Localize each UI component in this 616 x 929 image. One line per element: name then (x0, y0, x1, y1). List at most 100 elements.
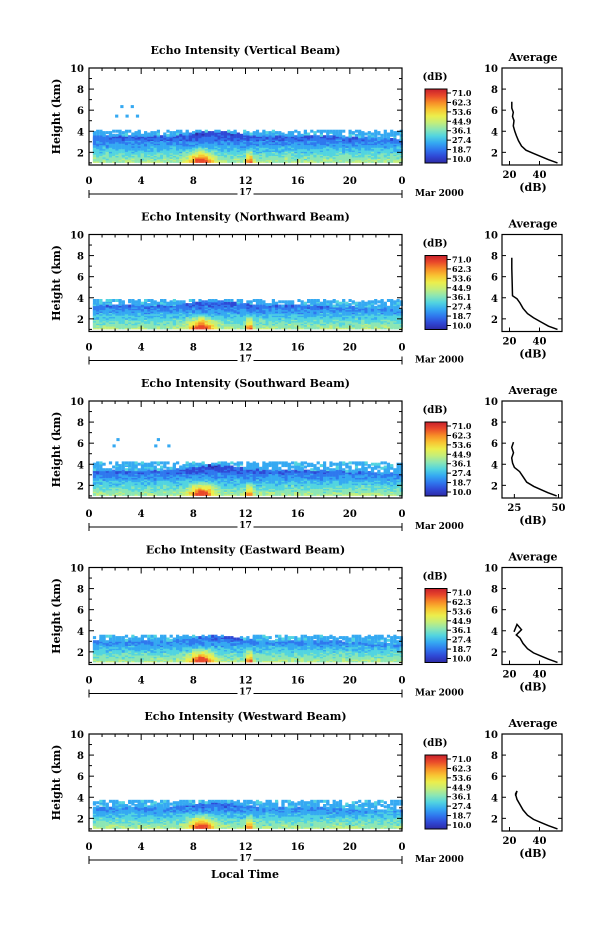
heatmap-cell (188, 303, 192, 307)
heatmap-cell (370, 132, 375, 136)
heatmap-cell (134, 131, 138, 135)
heatmap-cell (131, 299, 135, 302)
heatmap-cell (207, 299, 212, 302)
heatmap-cell (390, 132, 394, 136)
heatmap-cell (284, 300, 288, 304)
heatmap-cell (131, 465, 135, 469)
heatmap-cell (140, 468, 144, 472)
heatmap-cell (156, 461, 160, 465)
heatmap-cell (323, 299, 327, 302)
heatmap-cell (182, 132, 186, 136)
heatmap-cell (297, 131, 301, 135)
heatmap-cell (348, 303, 352, 307)
heatmap-cell (176, 304, 180, 308)
heatmap-cell (137, 468, 141, 472)
heatmap-cell (115, 133, 119, 137)
heatmap-cell (102, 301, 106, 305)
heatmap-cell (192, 299, 196, 302)
heatmap-cell (259, 299, 263, 302)
heatmap-cell (326, 135, 330, 139)
heatmap-cell (198, 299, 202, 302)
heatmap-cell (160, 465, 164, 469)
heatmap-cell (192, 131, 196, 135)
heatmap-cell (393, 131, 397, 135)
heatmap-cell (102, 131, 106, 135)
average-y-tick-label: 10 (484, 231, 498, 242)
heatmap-cell (166, 133, 170, 137)
heatmap-cell (198, 462, 202, 466)
heatmap-cell (124, 468, 129, 472)
heatmap-cell (367, 307, 371, 311)
heatmap-cell (313, 135, 317, 139)
heatmap-cell (278, 300, 282, 304)
heatmap-cell (396, 139, 400, 143)
heatmap-cell (227, 301, 231, 305)
heatmap-cell (223, 299, 228, 302)
heatmap-cell (380, 299, 384, 302)
heatmap-cell (319, 129, 323, 133)
heatmap-cell (310, 299, 314, 302)
heatmap-cell (281, 135, 285, 139)
heatmap-cell (128, 299, 132, 302)
heatmap-cell (156, 129, 160, 133)
heatmap-cell (386, 299, 391, 302)
heatmap-cell (179, 129, 183, 133)
average-y-tick-label: 2 (491, 148, 498, 159)
heatmap-cell (125, 114, 129, 118)
heatmap-cell (195, 462, 199, 466)
average-y-tick-label: 6 (491, 273, 498, 284)
panel-1: Echo Intensity (Vertical Beam)108642Heig… (50, 44, 563, 199)
heatmap-cell (351, 136, 355, 140)
x-axis-label: Local Time (211, 868, 279, 881)
heatmap-cell (323, 129, 327, 133)
heatmap-cell (118, 135, 122, 139)
heatmap-cell (144, 468, 148, 472)
heatmap-cell (243, 129, 247, 133)
average-y-tick-label: 10 (484, 64, 498, 75)
heatmap-cell (96, 299, 100, 302)
heatmap-cell (348, 133, 352, 137)
heatmap-cell (108, 461, 113, 465)
heatmap-cell (166, 469, 170, 473)
colorbar (424, 88, 448, 164)
heatmap-cell (150, 299, 154, 302)
heatmap-cell (268, 303, 272, 307)
heatmap-cell (303, 301, 307, 305)
heatmap-cell (380, 136, 384, 140)
heatmap-cell (390, 129, 394, 133)
heatmap-cell (243, 132, 247, 136)
heatmap-cell (297, 299, 301, 302)
heatmap-cell (134, 303, 138, 307)
heatmap-cell (342, 303, 346, 307)
heatmap-cell (377, 300, 381, 304)
date-day-label: 17 (239, 188, 252, 198)
x-tick-label: 0 (86, 176, 93, 187)
heatmap-cell (121, 461, 125, 465)
colorbar-tick-label: 18.7 (452, 311, 471, 321)
heatmap-cell (281, 304, 285, 308)
heatmap-cell (112, 304, 116, 308)
heatmap-cell (380, 133, 384, 137)
heatmap-cell (316, 299, 320, 302)
heatmap-cell (120, 105, 124, 109)
x-tick-label: 12 (239, 176, 253, 187)
heatmap-cell (271, 301, 275, 305)
heatmap-cell (144, 301, 148, 305)
heatmap-cell (390, 299, 394, 302)
heatmap-cell (396, 304, 400, 308)
heatmap-cell (377, 136, 381, 140)
heatmap-cell (92, 299, 97, 302)
heatmap-cell (307, 299, 311, 302)
heatmap-cell (115, 466, 119, 470)
heatmap-cell (332, 135, 336, 139)
heatmap-cell (201, 131, 205, 135)
heatmap-cell (147, 469, 151, 473)
heatmap-cell (201, 461, 205, 465)
colorbar-tick-label: 18.7 (452, 145, 471, 155)
heatmap-cell (176, 300, 180, 304)
average-x-label: (dB) (519, 348, 546, 361)
average-frame (501, 67, 563, 166)
heatmap-cell (182, 466, 186, 470)
heatmap-cell (140, 304, 144, 308)
